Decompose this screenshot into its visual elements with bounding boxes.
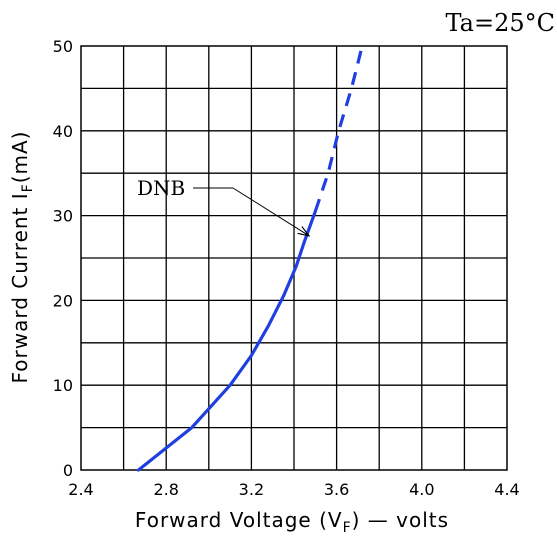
- y-tick-label: 10: [53, 376, 73, 395]
- y-axis-title-tail: (mA): [8, 130, 32, 183]
- x-tick-label: 3.6: [324, 480, 349, 499]
- annotation-arrow: [232, 187, 309, 236]
- x-axis-title-tail: ) — volts: [352, 508, 449, 532]
- y-axis-title: Forward Current IF(mA): [8, 130, 36, 383]
- x-tick-label: 3.2: [239, 480, 264, 499]
- y-tick-label: 20: [53, 291, 73, 310]
- grid: [81, 46, 507, 470]
- y-tick-label: 40: [53, 122, 73, 141]
- series-dnb-dashed: [313, 45, 364, 212]
- y-axis-title-main: Forward Current I: [8, 192, 32, 383]
- y-tick-label: 0: [63, 461, 73, 480]
- x-tick-label: 2.8: [153, 480, 178, 499]
- x-axis-title: Forward Voltage (VF) — volts: [135, 508, 449, 536]
- x-tick-label: 2.4: [68, 480, 93, 499]
- x-axis-title-subscript: F: [343, 520, 352, 536]
- x-tick-label: 4.0: [409, 480, 434, 499]
- plot-frame: [80, 45, 508, 471]
- condition-label: Ta=25°C: [446, 9, 555, 37]
- x-axis-title-main: Forward Voltage (V: [135, 508, 343, 532]
- x-tick-labels: 2.4 2.8 3.2 3.6 4.0 4.4: [68, 480, 519, 499]
- y-tick-labels: 0 10 20 30 40 50: [53, 37, 73, 480]
- y-tick-label: 30: [53, 207, 73, 226]
- series-dnb-solid: [136, 209, 317, 472]
- x-tick-label: 4.4: [494, 480, 519, 499]
- y-tick-label: 50: [53, 37, 73, 56]
- y-axis-title-subscript: F: [20, 183, 36, 192]
- annotation-label-dnb: DNB: [137, 176, 185, 200]
